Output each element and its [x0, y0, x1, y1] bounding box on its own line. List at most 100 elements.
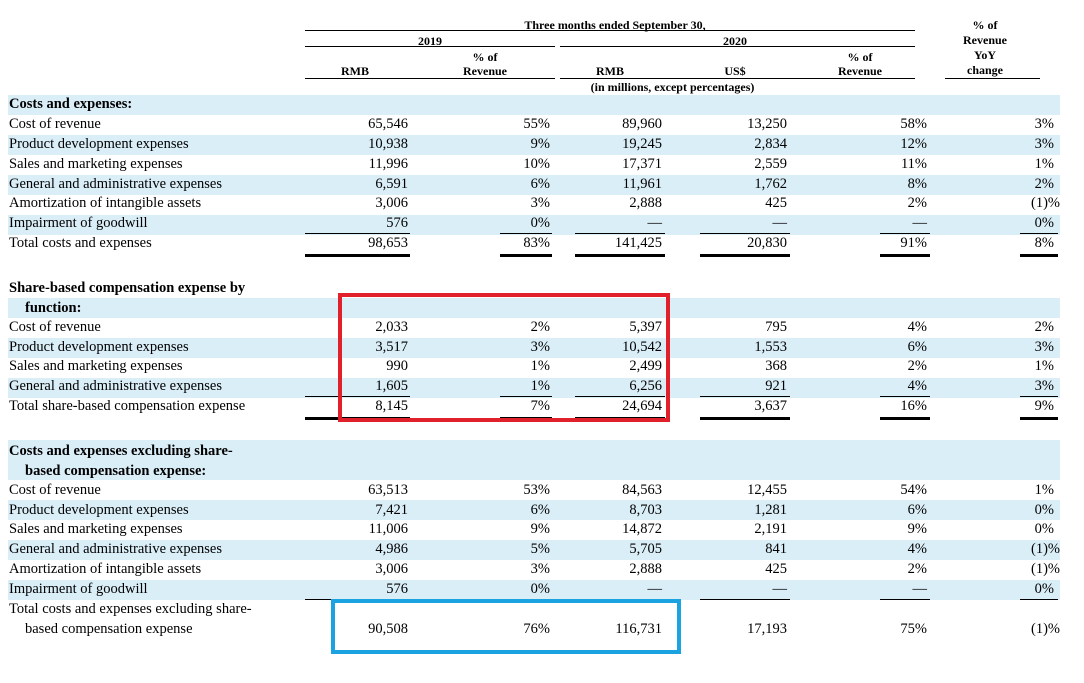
cell-rmb-2020: —	[647, 581, 663, 597]
cell-rmb-2019: 2,033	[375, 319, 408, 335]
cell-rmb-2020: 6,256	[629, 378, 662, 394]
table-row: General and administrative expenses 6,59…	[0, 174, 1084, 194]
cell-pct-2019: 76%	[523, 621, 550, 637]
cell-rmb-2020: 10,542	[622, 339, 662, 355]
cell-pct-2020: 6%	[907, 502, 927, 518]
section-title: Share-based compensation expense by	[0, 278, 1084, 298]
cell-rmb-2019: 11,996	[368, 156, 408, 172]
row-label: Amortization of intangible assets	[9, 561, 202, 577]
row-label: Product development expenses	[9, 136, 189, 152]
cell-rmb-2020: 17,371	[622, 156, 662, 172]
pct-rev-2019-header-2: Revenue	[463, 64, 507, 78]
subtotal-rule	[1020, 233, 1058, 234]
year-2019-header: 2019	[418, 34, 442, 48]
cell-pct-2019: 3%	[530, 561, 550, 577]
cell-rmb-2020: 8,703	[629, 502, 662, 518]
rmb-2020-header: RMB	[596, 64, 624, 78]
cell-pct-2019: 7%	[530, 398, 550, 414]
subtotal-rule	[500, 396, 552, 397]
subtotal-rule	[700, 599, 790, 600]
table-row: Sales and marketing expenses 990 1% 2,49…	[0, 356, 1084, 376]
cell-rmb-2019: 65,546	[368, 116, 408, 132]
cell-rmb-2020: 89,960	[622, 116, 662, 132]
band	[8, 540, 1060, 560]
section-title: function:	[0, 298, 1084, 318]
cell-yoy: 3%	[1034, 136, 1054, 152]
cell-pct-2019: 0%	[530, 215, 550, 231]
yoy-header-2: Revenue	[963, 33, 1007, 47]
subtotal-rule	[500, 233, 552, 234]
cell-yoy: 1%	[1034, 156, 1054, 172]
cell-pct-2019: 0%	[530, 581, 550, 597]
cell-rmb-2020: 2,499	[629, 358, 662, 374]
cell-rmb-2020: 24,694	[622, 398, 662, 414]
row-label: General and administrative expenses	[9, 541, 222, 557]
row-label: Cost of revenue	[9, 319, 101, 335]
cell-usd-2020: 1,553	[754, 339, 787, 355]
subtotal-rule	[880, 233, 930, 234]
cell-pct-2020: 11%	[900, 156, 927, 172]
cell-yoy: 3%	[1034, 339, 1054, 355]
section-title-text: Costs and expenses excluding share-	[9, 443, 233, 459]
cell-rmb-2019: 1,605	[375, 378, 408, 394]
yoy-header-1: % of	[972, 18, 998, 32]
cell-usd-2020: 2,559	[754, 156, 787, 172]
cell-rmb-2019: 11,006	[368, 521, 408, 537]
units-note: (in millions, except percentages)	[590, 80, 755, 94]
section-title-text: Costs and expenses:	[9, 96, 133, 112]
usd-2020-header: US$	[724, 64, 746, 78]
header-rule-bottom-b	[560, 78, 915, 79]
section-title: Costs and expenses:	[0, 94, 1084, 114]
band	[8, 298, 1060, 318]
cell-pct-2019: 1%	[530, 358, 550, 374]
table-row: Product development expenses 10,938 9% 1…	[0, 134, 1084, 154]
total-double-rule	[700, 417, 790, 420]
cell-pct-2019: 9%	[530, 521, 550, 537]
cell-yoy: 8%	[1034, 235, 1054, 251]
subtotal-rule	[575, 233, 665, 234]
band	[8, 338, 1060, 358]
subtotal-rule	[1020, 396, 1058, 397]
table-row: Cost of revenue 2,033 2% 5,397 795 4% 2%	[0, 317, 1084, 337]
band	[8, 135, 1060, 155]
cell-pct-2019: 10%	[523, 156, 550, 172]
year-2020-header: 2020	[723, 34, 747, 48]
blue-highlight-box	[331, 599, 681, 654]
yoy-header-3: YoY	[973, 48, 996, 62]
total-double-rule	[1020, 417, 1058, 420]
pct-rev-2020-header-1: % of	[847, 50, 873, 64]
cell-yoy: 0%	[1034, 581, 1054, 597]
cell-rmb-2019: 990	[386, 358, 408, 374]
subtotal-rule	[700, 396, 790, 397]
section-title: Costs and expenses excluding share-	[0, 441, 1084, 461]
table-row: Sales and marketing expenses 11,006 9% 1…	[0, 519, 1084, 539]
cell-yoy: 2%	[1034, 319, 1054, 335]
cell-rmb-2019: 8,145	[375, 398, 408, 414]
cell-pct-2020: 54%	[900, 482, 927, 498]
rmb-2019-header: RMB	[341, 64, 369, 78]
pct-rev-2020-header-2: Revenue	[838, 64, 882, 78]
row-label: Total costs and expenses excluding share…	[9, 601, 252, 617]
cell-pct-2019: 9%	[530, 136, 550, 152]
table-row: Cost of revenue 63,513 53% 84,563 12,455…	[0, 480, 1084, 500]
cell-usd-2020: 1,281	[754, 502, 787, 518]
cell-yoy: 9%	[1034, 398, 1054, 414]
total-double-rule	[880, 254, 930, 257]
header-rule-bottom-c	[945, 78, 1040, 79]
subtotal-rule	[305, 396, 410, 397]
section-title: based compensation expense:	[0, 461, 1084, 481]
table-row: Impairment of goodwill 576 0% — — — 0%	[0, 579, 1084, 599]
cell-pct-2019: 53%	[523, 482, 550, 498]
row-label: Impairment of goodwill	[9, 581, 148, 597]
band	[8, 378, 1060, 398]
cell-pct-2019: 83%	[523, 235, 550, 251]
cell-usd-2020: 1,762	[754, 176, 787, 192]
cell-pct-2019: 6%	[530, 502, 550, 518]
cell-pct-2020: 8%	[907, 176, 927, 192]
table-row-total: based compensation expense 90,508 76% 11…	[0, 619, 1084, 639]
cell-usd-2020: 425	[765, 195, 787, 211]
table-row: Impairment of goodwill 576 0% — — — 0%	[0, 213, 1084, 233]
cell-usd-2020: —	[772, 581, 788, 597]
cell-usd-2020: 2,191	[754, 521, 787, 537]
header-rule-bottom-a	[305, 78, 555, 79]
